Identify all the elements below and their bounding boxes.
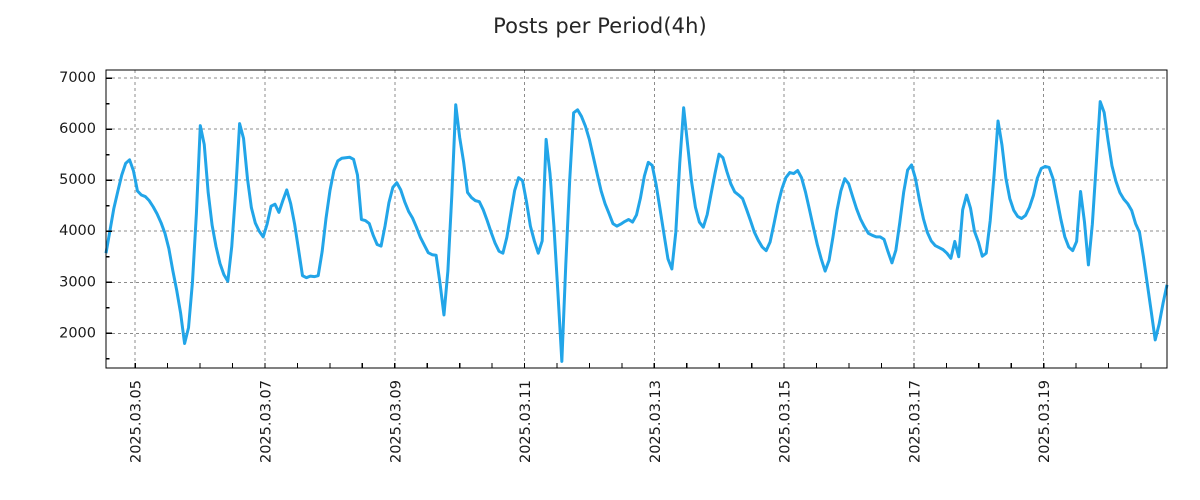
y-axis-tick-label: 3000: [59, 274, 96, 290]
y-axis-tick-label: 4000: [59, 223, 96, 239]
x-axis-tick-label: 2025.03.09: [388, 380, 404, 463]
y-axis-tick-label: 5000: [59, 172, 96, 188]
x-axis-tick-label: 2025.03.11: [518, 380, 534, 463]
x-axis-tick-label: 2025.03.07: [258, 380, 274, 463]
x-axis-tick-label: 2025.03.17: [907, 380, 923, 463]
y-axis-tick-label: 6000: [59, 121, 96, 137]
chart-title: Posts per Period(4h): [493, 14, 707, 38]
x-axis-tick-labels: 2025.03.05 2025.03.07 2025.03.09 2025.03.11…: [129, 380, 1054, 463]
x-axis-tick-label: 2025.03.13: [648, 380, 664, 463]
x-axis-tick-label: 2025.03.19: [1037, 380, 1053, 463]
x-axis-tick-label: 2025.03.05: [129, 380, 145, 463]
x-axis-tick-label: 2025.03.15: [778, 380, 794, 463]
axes-group: [105, 69, 1168, 369]
y-axis-tick-labels: 2000 3000 4000 5000 6000 7000: [59, 70, 96, 341]
y-axis-tick-label: 7000: [59, 70, 96, 86]
series-group: [104, 100, 1169, 363]
gridlines-group: [106, 70, 1167, 368]
series-line-0: [104, 100, 1169, 363]
y-axis-tick-label: 2000: [59, 325, 96, 341]
